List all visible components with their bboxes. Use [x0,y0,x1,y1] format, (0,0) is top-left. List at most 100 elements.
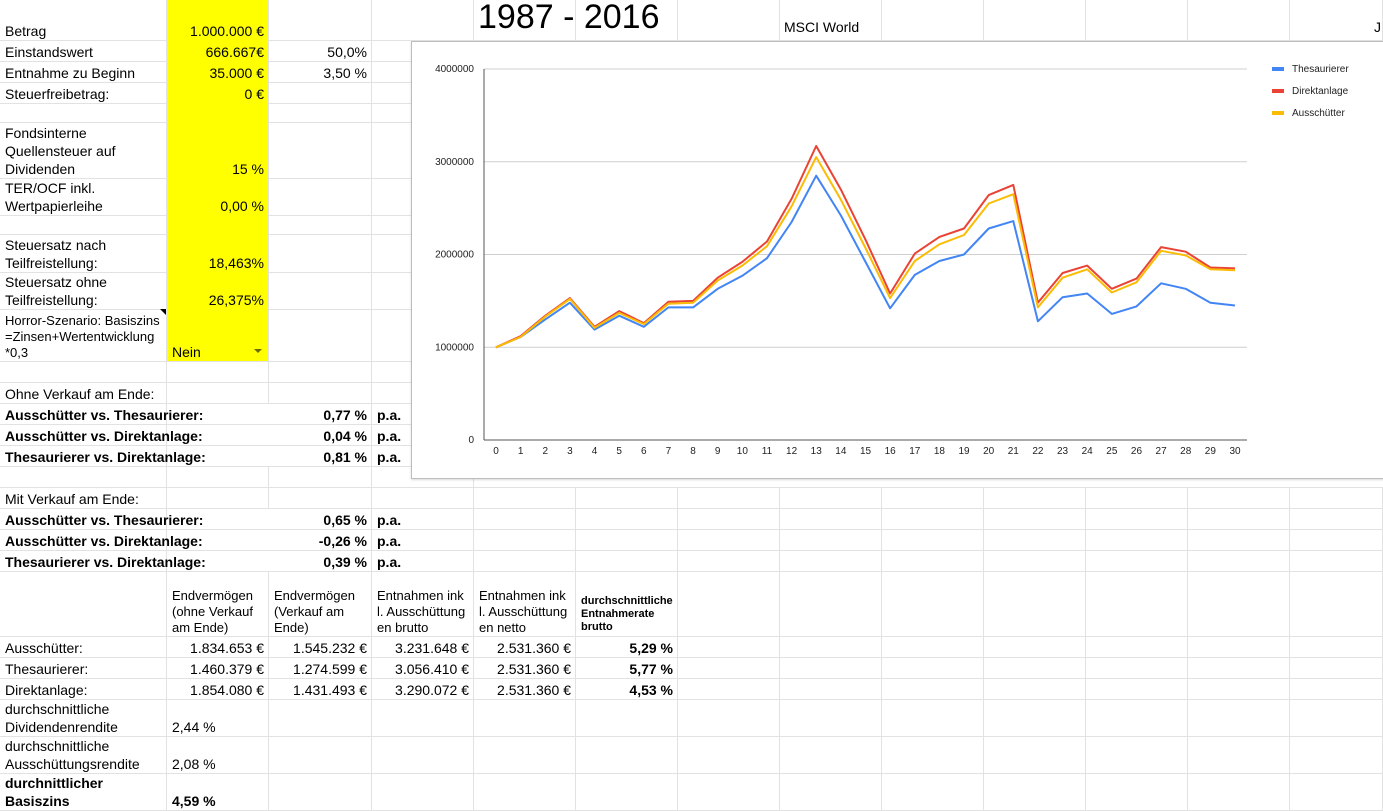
sheet-cell[interactable] [167,361,269,382]
table-cell[interactable]: 1.545.232 € [269,636,372,657]
steuersatz-nach-label[interactable]: Steuersatz nach Teilfreistellung: [0,234,167,272]
sheet-cell[interactable] [0,215,167,234]
sheet-cell[interactable] [1086,678,1188,699]
sheet-cell[interactable] [678,0,780,40]
sheet-cell[interactable] [780,571,882,636]
sheet-cell[interactable] [1290,678,1383,699]
sheet-cell[interactable] [882,657,984,678]
sheet-cell[interactable] [984,529,1086,550]
sheet-cell[interactable] [780,529,882,550]
sheet-cell[interactable] [576,508,678,529]
sheet-cell[interactable] [882,678,984,699]
sheet-cell[interactable] [0,466,167,487]
sheet-cell[interactable] [1188,550,1290,571]
betrag-label[interactable]: Betrag [0,0,167,40]
sheet-cell[interactable] [780,0,882,40]
sheet-cell[interactable] [576,550,678,571]
sheet-cell[interactable] [984,773,1086,810]
ohne-verkauf-heading[interactable]: Ohne Verkauf am Ende: [0,382,167,403]
sheet-cell[interactable] [474,508,576,529]
period-title[interactable]: 1987 - 2016 [478,0,660,36]
sheet-cell[interactable] [1086,657,1188,678]
sheet-cell[interactable] [576,773,678,810]
entnahme-value[interactable]: 35.000 € [167,61,269,82]
ohne-row-value[interactable]: 0,04 % [269,424,372,445]
sheet-cell[interactable] [474,550,576,571]
sheet-cell[interactable] [780,773,882,810]
sheet-cell[interactable] [1188,529,1290,550]
sheet-cell[interactable] [780,508,882,529]
sheet-cell[interactable] [678,699,780,736]
sheet-cell[interactable] [984,657,1086,678]
table-cell[interactable]: 1.834.653 € [167,636,269,657]
entnahme-label[interactable]: Entnahme zu Beginn [0,61,167,82]
sheet-cell[interactable] [1188,508,1290,529]
sheet-cell[interactable] [780,550,882,571]
sheet-cell[interactable] [1188,657,1290,678]
mit-row-label[interactable]: Thesaurierer vs. Direktanlage: [0,550,206,571]
sheet-cell[interactable] [269,699,372,736]
sheet-cell[interactable] [372,699,474,736]
sheet-cell[interactable] [1290,773,1383,810]
sheet-cell[interactable] [269,487,372,508]
table-row-label[interactable]: Direktanlage: [0,678,167,699]
steuerfrei-value[interactable]: 0 € [167,82,269,103]
horror-dropdown[interactable]: Nein [167,309,269,361]
sheet-cell[interactable] [269,382,372,403]
ohne-row-label[interactable]: Thesaurierer vs. Direktanlage: [0,445,206,466]
steuersatz-nach-value[interactable]: 18,463% [167,234,269,272]
table-cell[interactable]: 4,53 % [576,678,678,699]
sheet-cell[interactable] [576,487,678,508]
sheet-cell[interactable] [984,487,1086,508]
quellensteuer-label[interactable]: Fondsinterne Quellensteuer auf Dividende… [0,122,167,178]
table-cell[interactable]: 2.531.360 € [474,678,576,699]
steuersatz-ohne-label[interactable]: Steuersatz ohne Teilfreistellung: [0,272,167,309]
table-cell[interactable]: 5,77 % [576,657,678,678]
sheet-cell[interactable] [474,0,576,40]
sheet-cell[interactable] [1086,487,1188,508]
ohne-row-label[interactable]: Ausschütter vs. Direktanlage: [0,424,203,445]
mit-row-label[interactable]: Ausschütter vs. Direktanlage: [0,529,203,550]
stat-value[interactable]: 2,08 % [167,736,269,773]
sheet-cell[interactable] [576,736,678,773]
sheet-cell[interactable] [1188,636,1290,657]
sheet-cell[interactable] [1290,487,1383,508]
index-name[interactable]: MSCI World [784,19,860,35]
sheet-cell[interactable] [167,466,269,487]
table-row-label[interactable]: Ausschütter: [0,636,167,657]
sheet-cell[interactable] [1290,699,1383,736]
sheet-cell[interactable] [372,736,474,773]
sheet-cell[interactable] [780,657,882,678]
mit-row-value[interactable]: 0,39 % [269,550,372,571]
sheet-cell[interactable] [882,736,984,773]
einstandswert-pct[interactable]: 50,0% [269,40,372,61]
einstandswert-value[interactable]: 666.667€ [167,40,269,61]
sheet-cell[interactable] [576,699,678,736]
table-cell[interactable]: 1.431.493 € [269,678,372,699]
sheet-cell[interactable] [678,487,780,508]
sheet-cell[interactable] [372,487,474,508]
sheet-cell[interactable] [167,103,269,122]
sheet-cell[interactable] [474,529,576,550]
sheet-cell[interactable] [984,736,1086,773]
sheet-cell[interactable] [269,466,372,487]
sheet-cell[interactable] [984,678,1086,699]
sheet-cell[interactable] [269,736,372,773]
sheet-cell[interactable] [984,508,1086,529]
table-row-label[interactable]: Thesaurierer: [0,657,167,678]
table-header[interactable]: durchschnittliche Entnahmerate brutto [576,571,678,636]
sheet-cell[interactable] [882,529,984,550]
steuersatz-ohne-value[interactable]: 26,375% [167,272,269,309]
stat-label[interactable]: durchnittlicher Basiszins [0,773,167,810]
ohne-row-value[interactable]: 0,77 % [269,403,372,424]
sheet-cell[interactable] [780,678,882,699]
sheet-cell[interactable] [882,773,984,810]
sheet-cell[interactable] [372,0,474,40]
sheet-cell[interactable] [576,529,678,550]
sheet-cell[interactable] [780,636,882,657]
sheet-cell[interactable] [372,773,474,810]
sheet-cell[interactable] [678,678,780,699]
sheet-cell[interactable] [1086,736,1188,773]
sheet-cell[interactable] [474,773,576,810]
sheet-cell[interactable] [1290,529,1383,550]
